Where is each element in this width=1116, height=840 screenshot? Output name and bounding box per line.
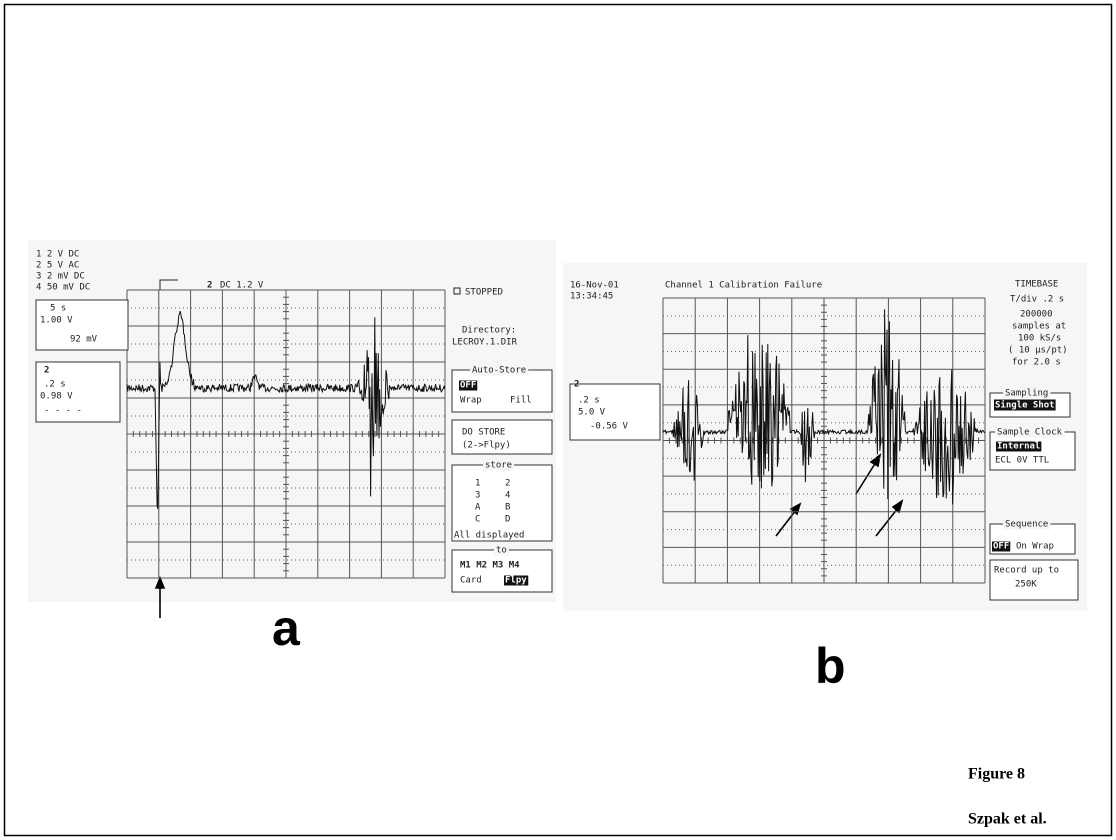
- sequence-selected-bg: [992, 541, 1011, 552]
- trace-box-b: [569, 383, 661, 441]
- do-store: DO STORE: [462, 428, 505, 438]
- auto-store-selected-bg: [459, 380, 478, 391]
- sequence-title: Sequence: [1005, 520, 1048, 530]
- trace-box-a: [35, 361, 121, 423]
- time: 13:34:45: [570, 292, 613, 302]
- waveform-a: [126, 310, 446, 510]
- message: Channel 1 Calibration Failure: [665, 281, 822, 291]
- to-selected: Flpy: [505, 576, 527, 586]
- zoom-setting: 5 s: [50, 304, 66, 314]
- date: 16-Nov-01: [570, 281, 619, 291]
- timebase: samples at: [1012, 322, 1066, 332]
- trace-setting: 0.98 V: [40, 392, 73, 402]
- timebase: for 2.0 s: [1012, 358, 1061, 368]
- auto-store-option: Fill: [510, 396, 532, 406]
- record: Record up to: [994, 566, 1059, 576]
- authors: Szpak et al.: [968, 811, 1047, 828]
- store-item: 3: [475, 491, 480, 501]
- clock-selected: Internal: [997, 442, 1040, 452]
- do-store: (2->Flpy): [462, 441, 511, 451]
- trigger-setting: DC 1.2 V: [220, 281, 264, 291]
- timebase: 100 kS/s: [1018, 334, 1061, 344]
- timebase: T/div .2 s: [1010, 295, 1064, 305]
- sequence-selected: OFF: [993, 542, 1009, 552]
- timebase: TIMEBASE: [1015, 280, 1058, 290]
- trace-setting: - - - -: [44, 406, 82, 416]
- auto-store-option: Wrap: [460, 396, 482, 406]
- waveform-b: [662, 309, 986, 505]
- store-title: store: [485, 461, 512, 471]
- sampling-selected-bg: [994, 399, 1056, 411]
- trace-setting: -0.56 V: [590, 422, 629, 432]
- channel-setting: 3 2 mV DC: [36, 272, 85, 282]
- clock-title: Sample Clock: [997, 428, 1063, 438]
- store-item: C: [475, 515, 480, 525]
- auto-store-selected: OFF: [460, 381, 476, 391]
- clock-selected-bg: [996, 441, 1042, 452]
- auto-store-title: Auto-Store: [472, 366, 526, 376]
- status: STOPPED: [465, 288, 503, 298]
- sequence-option: On Wrap: [1016, 542, 1054, 552]
- clock-options: ECL 0V TTL: [995, 456, 1049, 466]
- timebase: ( 10 µs/pt): [1008, 346, 1068, 356]
- to-box: [451, 549, 553, 593]
- trace-setting: 5.0 V: [578, 408, 606, 418]
- clock-title-bg: [995, 427, 1065, 438]
- store-title-bg: [483, 460, 515, 471]
- timebase: 200000: [1020, 310, 1053, 320]
- store-item: 1: [475, 479, 480, 489]
- memories: M1 M2 M3 M4: [460, 561, 520, 571]
- arrows: [154, 453, 904, 618]
- store-item: 4: [505, 491, 510, 501]
- to-title-bg: [494, 545, 509, 556]
- store-item: 2: [505, 479, 510, 489]
- zoom-box: [35, 299, 129, 351]
- to-title: to: [496, 546, 507, 556]
- figure-label: Figure 8: [968, 766, 1025, 783]
- do-store-box: [451, 419, 553, 455]
- store-box: [451, 464, 553, 542]
- sampling-title-bg: [1003, 388, 1051, 399]
- store-item: B: [505, 503, 510, 513]
- record-box: [989, 559, 1079, 601]
- directory-label: Directory:: [462, 326, 516, 336]
- auto-store-title-bg: [470, 365, 529, 376]
- trace-setting: .2 s: [578, 396, 600, 406]
- trace-channel: 2: [44, 366, 49, 376]
- trace-channel: 2: [574, 380, 579, 390]
- channel-setting: 2 5 V AC: [36, 261, 79, 271]
- panel-label: b: [815, 638, 846, 694]
- store-note: All displayed: [454, 531, 524, 541]
- store-item: A: [475, 503, 481, 513]
- channel-setting: 4 50 mV DC: [36, 283, 90, 293]
- trace-setting: .2 s: [44, 380, 66, 390]
- channel-setting: 1 2 V DC: [36, 250, 79, 260]
- directory-name: LECROY.1.DIR: [452, 338, 518, 348]
- zoom-setting: 1.00 V: [40, 316, 73, 326]
- to-option: Card: [460, 576, 482, 586]
- auto-store-box: [451, 369, 553, 413]
- record: 250K: [1015, 580, 1037, 590]
- status-box: [453, 287, 461, 295]
- panel-label: a: [272, 600, 301, 656]
- sampling-selected: Single Shot: [995, 400, 1055, 411]
- zoom-setting: 92 mV: [70, 335, 98, 345]
- sequence-title-bg: [1003, 519, 1051, 530]
- store-item: D: [505, 515, 510, 525]
- trigger-channel: 2: [207, 281, 212, 291]
- sampling-title: Sampling: [1005, 389, 1048, 399]
- to-selected-bg: [504, 575, 529, 586]
